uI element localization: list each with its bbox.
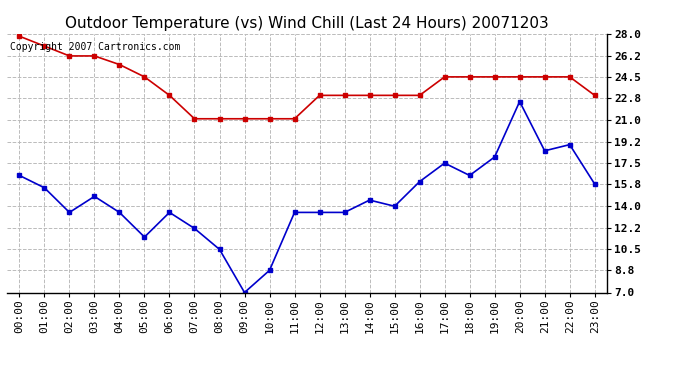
Text: Copyright 2007 Cartronics.com: Copyright 2007 Cartronics.com xyxy=(10,42,180,51)
Title: Outdoor Temperature (vs) Wind Chill (Last 24 Hours) 20071203: Outdoor Temperature (vs) Wind Chill (Las… xyxy=(65,16,549,31)
